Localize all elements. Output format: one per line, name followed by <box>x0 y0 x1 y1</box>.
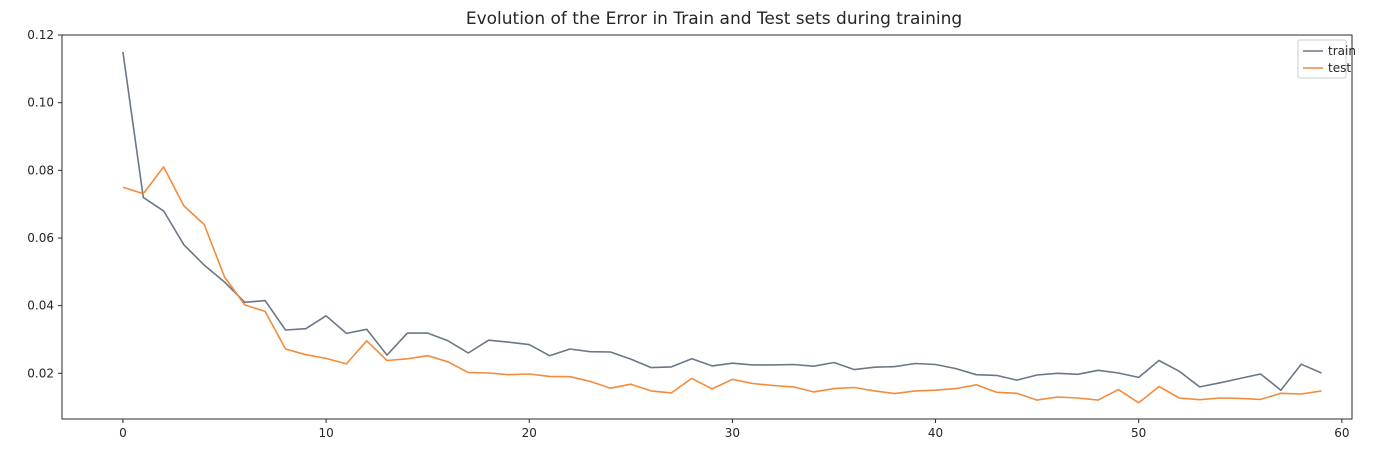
y-axis: 0.02 0.04 0.06 0.08 0.10 0.12 <box>27 28 62 380</box>
x-axis: 0 10 20 30 40 50 60 <box>119 419 1349 440</box>
legend-label-train: train <box>1328 44 1356 58</box>
x-tick-label: 0 <box>119 426 127 440</box>
x-tick-label: 50 <box>1131 426 1146 440</box>
legend-label-test: test <box>1328 61 1351 75</box>
y-tick-label: 0.06 <box>27 231 54 245</box>
x-tick-label: 30 <box>725 426 740 440</box>
y-tick-label: 0.12 <box>27 28 54 42</box>
chart-title: Evolution of the Error in Train and Test… <box>466 9 962 29</box>
y-tick-label: 0.04 <box>27 299 54 313</box>
x-tick-label: 20 <box>522 426 537 440</box>
x-tick-label: 10 <box>318 426 333 440</box>
series-layer <box>122 51 1322 404</box>
y-tick-label: 0.10 <box>27 96 54 110</box>
y-tick-label: 0.02 <box>27 366 54 380</box>
series-line-train <box>122 51 1322 392</box>
series-line-test <box>122 166 1322 404</box>
y-tick-label: 0.08 <box>27 163 54 177</box>
x-tick-label: 60 <box>1334 426 1349 440</box>
plot-area-frame <box>61 34 1353 420</box>
legend: train test <box>1297 39 1356 79</box>
x-tick-label: 40 <box>928 426 943 440</box>
